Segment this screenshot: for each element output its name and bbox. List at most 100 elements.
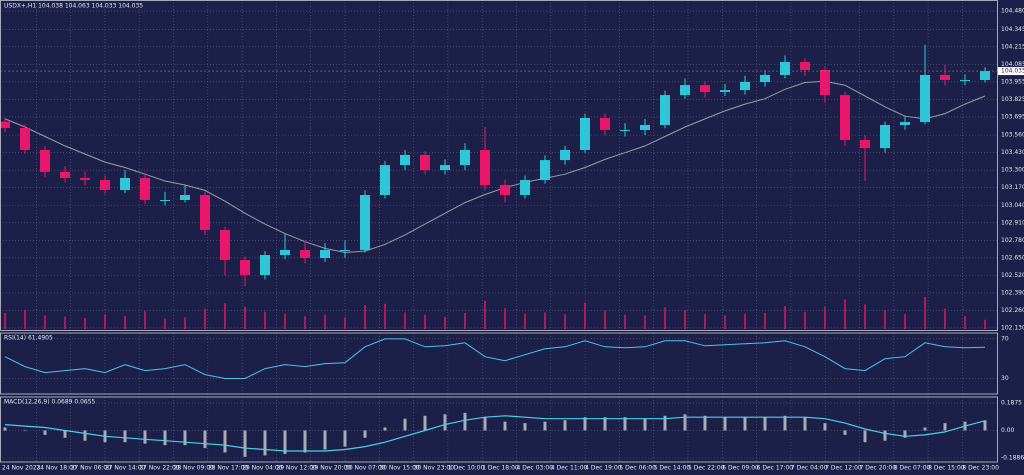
candle-body <box>20 127 30 150</box>
last-price-tag <box>998 67 1024 76</box>
volume-bar <box>404 312 406 329</box>
macd-bar <box>283 430 287 454</box>
y-tick-label: 102.130 <box>1001 324 1024 331</box>
y-tick-label: 104.480 <box>1001 8 1024 15</box>
candle-body <box>160 199 170 201</box>
x-tick-label: 7 Dec 20:00 <box>860 465 897 472</box>
candle-body <box>580 118 590 150</box>
x-tick-label: 29 Nov 20:00 <box>311 465 352 472</box>
x-tick-label: 5 Dec 14:00 <box>654 465 691 472</box>
volume-bar <box>384 303 386 329</box>
y-tick-label: 104.345 <box>1001 26 1024 33</box>
volume-bar <box>624 314 626 329</box>
candle-body <box>960 79 970 81</box>
y-tick-label: 102.650 <box>1001 254 1024 261</box>
volume-bar <box>844 299 846 329</box>
macd-bar <box>883 430 887 441</box>
macd-bar <box>843 430 847 435</box>
x-tick-label: 8 Dec 07:00 <box>894 465 931 472</box>
macd-bar <box>483 417 487 431</box>
x-tick-label: 30 Nov 15:00 <box>379 465 420 472</box>
macd-bar <box>83 430 87 441</box>
x-tick-label: 6 Dec 17:00 <box>757 465 794 472</box>
x-tick-label: 27 Nov 22:00 <box>139 465 180 472</box>
candle-body <box>220 229 230 261</box>
candle-body <box>620 130 630 132</box>
volume-bar <box>864 304 866 329</box>
candle-body <box>480 149 490 186</box>
macd-bar <box>143 430 147 444</box>
macd-bar <box>23 430 27 431</box>
candle-body <box>140 178 150 200</box>
y-tick-label: 103.040 <box>1001 202 1024 209</box>
x-tick-label: 1 Dec 10:00 <box>448 465 485 472</box>
macd-bar <box>763 417 767 431</box>
volume-bar <box>284 313 286 329</box>
volume-bar <box>484 300 486 329</box>
grid-layer <box>0 0 997 462</box>
volume-bar <box>364 305 366 329</box>
candle-body <box>340 250 350 252</box>
y-tick-label: 0.00 <box>1001 427 1015 434</box>
y-tick-label: -0.1886 <box>1001 455 1024 462</box>
macd-bar <box>923 427 927 431</box>
macd-bar <box>3 427 7 431</box>
volume-bar <box>964 316 966 329</box>
candle-body <box>120 178 130 191</box>
candle-body <box>520 180 530 196</box>
y-tick-label: 102.520 <box>1001 272 1024 279</box>
volume-bar <box>424 314 426 329</box>
volume-bar <box>144 311 146 329</box>
macd-bar <box>163 430 167 446</box>
macd-bar <box>783 415 787 431</box>
volume-bar <box>84 317 86 329</box>
macd-bar <box>703 415 707 431</box>
candle-body <box>800 62 810 70</box>
y-tick-label: 103.560 <box>1001 132 1024 139</box>
macd-bar <box>203 430 207 449</box>
volume-bar <box>544 312 546 329</box>
candle-body <box>300 250 310 258</box>
macd-bar <box>563 420 567 431</box>
x-tick-label: 29 Nov 12:00 <box>276 465 317 472</box>
candle-body <box>380 165 390 196</box>
candle-body <box>100 180 110 191</box>
macd-bar <box>523 423 527 431</box>
volume-bar <box>784 306 786 329</box>
x-tick-label: 24 Nov 18:00 <box>36 465 77 472</box>
rsi-pane <box>0 332 998 395</box>
volume-bar <box>884 309 886 329</box>
macd-signal-line <box>4 415 986 452</box>
macd-bar <box>303 430 307 453</box>
x-tick-label: 4 Dec 11:00 <box>551 465 588 472</box>
volume-bar <box>104 314 106 329</box>
macd-bar <box>863 430 867 443</box>
x-tick-label: 5 Dec 22:00 <box>688 465 725 472</box>
candle-body <box>200 195 210 230</box>
macd-bar <box>943 423 947 431</box>
macd-bar <box>223 430 227 453</box>
macd-bar <box>663 415 667 431</box>
candle-body <box>820 69 830 96</box>
candle-body <box>320 250 330 258</box>
candle-body <box>940 74 950 80</box>
macd-bar <box>443 414 447 431</box>
volume-bar <box>524 313 526 329</box>
candle-body <box>240 260 250 275</box>
candle-body <box>900 122 910 126</box>
x-tick-label: 28 Nov 09:00 <box>174 465 215 472</box>
volume-bar <box>744 313 746 329</box>
candle-body <box>180 195 190 200</box>
y-tick-label: 102.260 <box>1001 307 1024 314</box>
volume-bar <box>944 308 946 329</box>
macd-bar <box>123 430 127 443</box>
y-tick-label: 102.910 <box>1001 219 1024 226</box>
volume-bar <box>264 311 266 329</box>
volume-bar <box>444 316 446 329</box>
volume-bar <box>924 297 926 329</box>
candle-body <box>640 125 650 131</box>
x-tick-label: 28 Nov 17:00 <box>208 465 249 472</box>
candle-body <box>420 154 430 171</box>
candle-body <box>720 90 730 92</box>
volume-bar <box>564 314 566 329</box>
